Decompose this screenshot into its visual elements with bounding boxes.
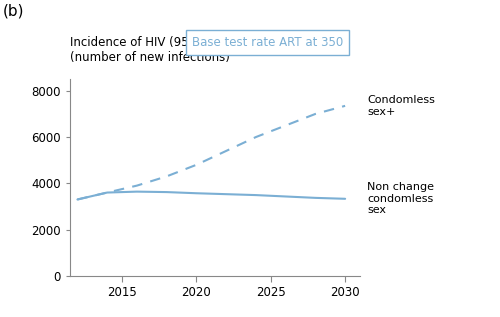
Text: Non change
condomless
sex: Non change condomless sex <box>368 182 434 215</box>
Text: Base test rate ART at 350: Base test rate ART at 350 <box>192 36 343 49</box>
Text: (b): (b) <box>2 3 24 18</box>
Text: Incidence of HIV (95% CI)
(number of new infections): Incidence of HIV (95% CI) (number of new… <box>70 36 230 63</box>
Text: Condomless
sex+: Condomless sex+ <box>368 95 436 117</box>
